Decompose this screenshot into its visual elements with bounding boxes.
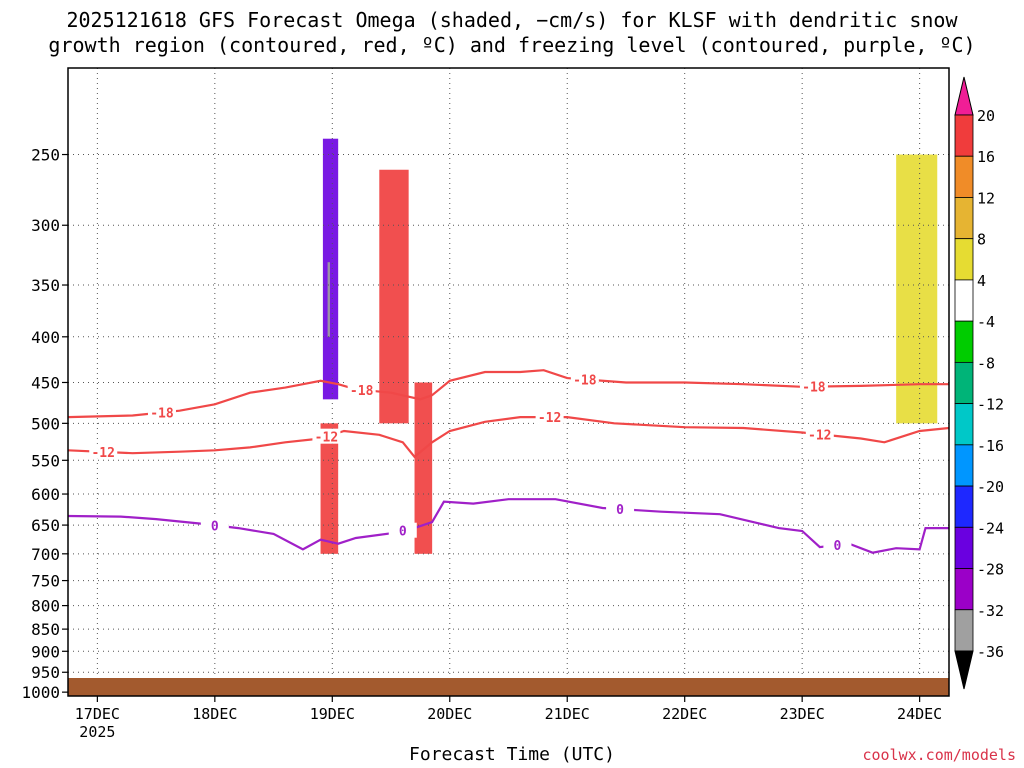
contour-2 — [67, 498, 949, 554]
contour-label-bg — [535, 409, 564, 425]
colorbar-label: 4 — [977, 272, 986, 290]
y-tick-label: 500 — [31, 414, 60, 433]
contour-label-bg — [805, 426, 834, 442]
y-tick-label: 250 — [31, 146, 60, 165]
contour-label-bg — [570, 371, 599, 387]
colorbar-label: 12 — [977, 189, 995, 207]
y-tick-label: 600 — [31, 485, 60, 504]
contour-label: -18 — [350, 384, 374, 399]
x-tick-label: 23DEC — [780, 705, 825, 723]
colorbar-label: -28 — [977, 561, 1004, 579]
colorbar-swatch — [954, 197, 974, 240]
contour-label: -12 — [91, 446, 114, 461]
x-tick-label: 24DEC — [897, 705, 942, 723]
omega-shade-3 — [379, 169, 409, 424]
colorbar-swatch — [954, 279, 974, 322]
omega-shade-4 — [414, 382, 433, 554]
y-tick-label: 550 — [31, 451, 60, 470]
axis-layer: 250 300 350 400 450 500 550 600 650 700 750 800 850 9… — [21, 146, 942, 741]
contour-label: 0 — [399, 525, 407, 540]
colorbar-label: 20 — [977, 107, 995, 125]
omega-shade-2 — [320, 423, 339, 554]
y-tick-label: 400 — [31, 328, 60, 347]
colorbar-swatch — [954, 320, 974, 363]
contour-label: -12 — [538, 411, 561, 426]
colorbar-swatch — [954, 609, 974, 652]
contour-label: -12 — [808, 428, 831, 443]
omega-shade-5 — [896, 154, 938, 424]
colorbar: 20 16 12 8 4 -4 -8 -12 -16 -20 -24 -28 -32 -36 — [954, 76, 1004, 690]
contour-label-bg — [388, 522, 417, 538]
colorbar-swatch — [954, 361, 974, 405]
contour-label: -18 — [150, 407, 174, 422]
y-tick-label: 850 — [31, 620, 60, 639]
contour-label-bg — [147, 404, 176, 420]
colorbar-label: -12 — [977, 396, 1004, 414]
y-tick-label: 950 — [31, 663, 60, 682]
omega-shade-1 — [327, 262, 330, 337]
colorbar-label: -32 — [977, 602, 1004, 620]
y-tick-label: 800 — [31, 597, 60, 616]
colorbar-swatch — [954, 114, 974, 157]
colorbar-swatch — [954, 568, 974, 611]
y-tick-label: 750 — [31, 572, 60, 591]
colorbar-swatch — [954, 444, 974, 487]
contour-label: 0 — [833, 539, 841, 554]
colorbar-label: 8 — [977, 231, 986, 249]
contour-label: 0 — [211, 519, 219, 534]
x-tick-label: 20DEC — [427, 705, 472, 723]
x-tick-sublabel: 2025 — [79, 723, 115, 741]
ground-terrain — [68, 678, 949, 696]
colorbar-swatch — [954, 238, 974, 281]
y-tick-label: 700 — [31, 545, 60, 564]
colorbar-bottom-arrow — [954, 650, 974, 690]
y-tick-label: 900 — [31, 642, 60, 661]
terrain-layer — [68, 678, 949, 696]
chart-title-line-2: growth region (contoured, red, ºC) and f… — [48, 33, 976, 57]
contour-label: -18 — [802, 381, 826, 396]
x-tick-label: 18DEC — [192, 705, 237, 723]
contour-label-bg — [89, 443, 118, 459]
colorbar-label: -36 — [977, 643, 1004, 661]
y-tick-label: 1000 — [21, 683, 60, 702]
x-tick-label: 21DEC — [545, 705, 590, 723]
contour-label-bg — [799, 378, 828, 394]
contour-label: -12 — [315, 431, 338, 446]
contour-label: -18 — [573, 373, 597, 388]
colorbar-label: 16 — [977, 148, 995, 166]
y-tick-label: 350 — [31, 276, 60, 295]
y-tick-label: 650 — [31, 516, 60, 535]
y-tick-label: 300 — [31, 216, 60, 235]
contour-0 — [67, 369, 949, 419]
contour-label-bg — [347, 381, 376, 397]
contour-label-bg — [823, 537, 852, 553]
colorbar-label: -16 — [977, 437, 1004, 455]
y-tick-label: 450 — [31, 373, 60, 392]
omega-shading-layer — [320, 138, 938, 554]
credit-text: coolwx.com/models — [862, 746, 1016, 764]
x-tick-label: 22DEC — [662, 705, 707, 723]
contour-label-bg — [606, 501, 635, 517]
colorbar-swatch — [954, 526, 974, 569]
contour-label: 0 — [616, 503, 624, 518]
grid-layer — [68, 68, 949, 696]
omega-shade-0 — [322, 138, 339, 400]
x-tick-label: 19DEC — [310, 705, 355, 723]
contour-label-bg — [312, 428, 341, 444]
contour-layer: -18 -18 -18 -18 -12 -12 -12 -12 0 0 0 0 — [67, 369, 950, 554]
colorbar-label: -4 — [977, 313, 995, 331]
x-axis-label: Forecast Time (UTC) — [409, 744, 615, 765]
colorbar-label: -24 — [977, 519, 1004, 537]
chart-title-line-1: 2025121618 GFS Forecast Omega (shaded, −… — [66, 8, 958, 32]
colorbar-label: -20 — [977, 478, 1004, 496]
colorbar-swatch — [954, 403, 974, 446]
contour-label-bg — [200, 517, 229, 533]
colorbar-label: -8 — [977, 354, 995, 372]
colorbar-top-arrow — [954, 76, 974, 116]
x-tick-label: 17DEC — [75, 705, 120, 723]
colorbar-swatch — [954, 485, 974, 528]
colorbar-swatch — [954, 155, 974, 198]
